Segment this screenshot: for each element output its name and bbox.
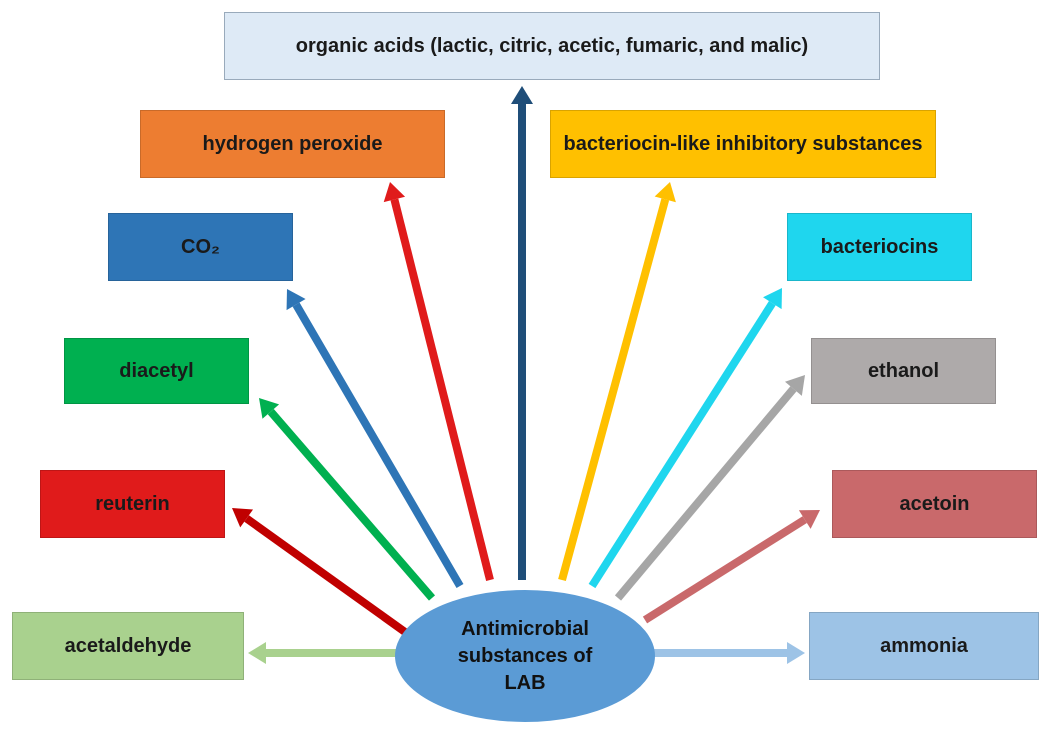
arrow-shaft [614,386,797,601]
node-box: acetoin [832,470,1037,538]
node-box: bacteriocin-like inhibitory substances [550,110,936,178]
arrow-head [248,642,266,664]
node-box: bacteriocins [787,213,972,281]
arrow-head [286,289,306,311]
arrow-head [654,182,676,203]
arrow-head [232,508,254,528]
arrow-shaft [267,408,436,601]
arrow-shaft [244,515,408,636]
center-ellipse: Antimicrobial substances of LAB [395,590,655,722]
arrow-head [259,398,280,419]
node-box: ethanol [811,338,996,404]
node-box: hydrogen peroxide [140,110,445,178]
arrow-head [787,642,805,664]
arrow-shaft [390,198,494,581]
arrow-head [763,288,782,310]
arrow-head [785,375,805,396]
node-box: organic acids (lactic, citric, acetic, f… [224,12,880,80]
arrow-head [511,86,533,104]
node-box: CO₂ [108,213,293,281]
arrow-head [798,510,820,529]
node-box: ammonia [809,612,1039,680]
node-box: acetaldehyde [12,612,244,680]
arrow-shaft [558,198,670,582]
arrow-shaft [292,302,464,589]
arrow-head [383,182,406,203]
arrow-shaft [642,516,807,624]
node-box: reuterin [40,470,225,538]
arrow-shaft [588,301,776,589]
node-box: diacetyl [64,338,249,404]
